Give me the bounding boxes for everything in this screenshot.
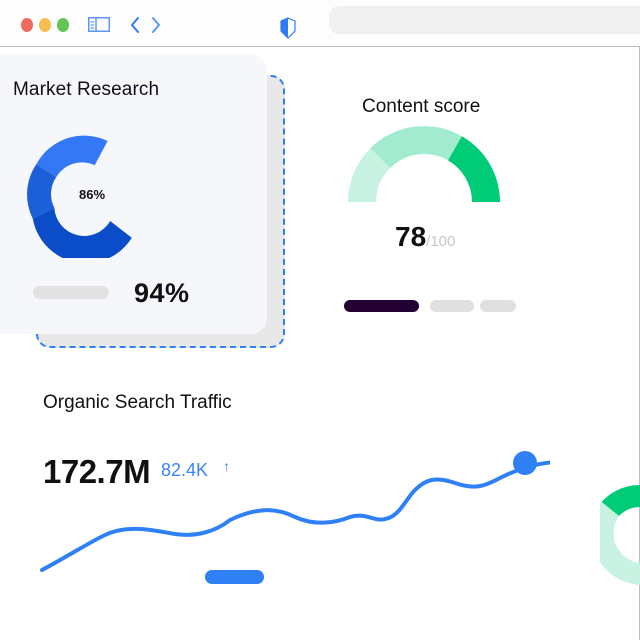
content-score-step[interactable]	[430, 300, 474, 312]
shield-icon	[280, 17, 296, 39]
organic-traffic-value: 172.7M	[43, 453, 151, 490]
zoom-window-button[interactable]	[57, 18, 69, 32]
organic-traffic-line-chart	[40, 451, 550, 572]
organic-traffic-delta: 82.4K	[161, 460, 209, 480]
content-score-value: 78/100	[395, 221, 455, 253]
market-research-donut-label: 86%	[79, 187, 106, 202]
traffic-line	[40, 460, 550, 572]
arrow-up-icon: ↑	[223, 458, 230, 474]
organic-traffic-title: Organic Search Traffic	[43, 392, 232, 413]
partial-gauge-chart	[600, 484, 640, 585]
market-research-title: Market Research	[13, 79, 160, 100]
sidebar-toggle-icon[interactable]	[88, 17, 110, 32]
content-score-title: Content score	[362, 96, 481, 117]
content-score-step-active[interactable]	[344, 300, 419, 312]
organic-traffic-scroll-handle[interactable]	[205, 570, 264, 584]
minimize-window-button[interactable]	[39, 18, 51, 32]
content-score-max: /100	[426, 233, 456, 250]
chevron-left-icon[interactable]	[129, 15, 141, 35]
content-score-gauge	[348, 126, 500, 202]
content-score-number: 78	[395, 221, 427, 252]
traffic-endpoint-marker	[513, 451, 537, 475]
chevron-right-icon[interactable]	[150, 15, 162, 35]
close-window-button[interactable]	[21, 18, 33, 32]
market-research-donut-chart	[27, 135, 132, 258]
browser-titlebar	[0, 0, 640, 47]
market-research-progress-bar	[33, 286, 109, 299]
market-research-value: 94%	[134, 278, 190, 308]
content-score-step[interactable]	[480, 300, 516, 312]
address-bar[interactable]	[329, 6, 640, 34]
